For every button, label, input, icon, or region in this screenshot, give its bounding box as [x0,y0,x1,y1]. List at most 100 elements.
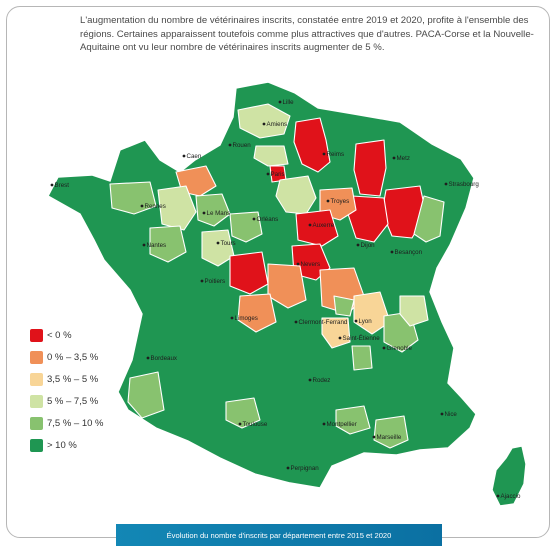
city-label: Troyes [331,198,350,205]
department-drome [351,345,373,371]
legend-item: 0 % – 3,5 % [30,348,104,366]
department-vosges [413,195,445,243]
city-marker [146,356,150,360]
city-label: Amiens [267,121,288,128]
city-label: Clermont-Ferrand [299,319,348,326]
department-aisne [293,117,331,173]
department-charente-maritime [127,371,165,419]
city-label: Besançon [395,249,423,256]
legend-item: 7,5 % – 10 % [30,414,104,432]
department-mayenne [157,185,197,231]
city-label: Le Mans [207,210,231,217]
legend-swatch [30,372,43,386]
legend-label: 5 % – 7,5 % [47,395,99,407]
department-ille-et-vilaine-south [109,181,157,215]
city-label: Orléans [257,216,279,223]
department-loire [321,317,351,349]
department-marne [353,139,387,197]
city-label: Grenoble [387,345,413,352]
city-marker [228,143,232,147]
city-label: Nice [445,411,458,418]
city-marker [238,422,242,426]
city-marker [140,204,144,208]
city-marker [252,217,256,221]
city-marker [356,243,360,247]
city-marker [308,223,312,227]
city-label: Ajaccio [501,493,522,500]
city-marker [390,250,394,254]
city-label: Auxerre [313,222,335,229]
legend-label: 7,5 % – 10 % [47,417,104,429]
city-label: Metz [397,155,410,162]
city-label: Bordeaux [151,355,178,362]
legend-item: 3,5 % – 5 % [30,370,104,388]
legend-label: > 10 % [47,439,77,451]
department-oise-region [253,145,289,167]
corsica [491,445,527,507]
city-label: Lille [283,99,295,106]
city-label: Reims [327,151,345,158]
department-indre-et-loire [201,229,235,267]
city-marker [262,122,266,126]
city-label: Saint-Étienne [343,335,381,342]
city-label: Poitiers [205,278,226,285]
intro-text: L'augmentation du nombre de vétérinaires… [80,15,534,53]
legend-swatch [30,438,43,452]
city-marker [382,346,386,350]
city-label: Marseille [377,434,402,441]
city-label: Montpellier [327,421,357,428]
department-sarthe [195,193,231,227]
city-marker [322,152,326,156]
city-marker [326,199,330,203]
legend-swatch [30,350,43,364]
city-marker [354,319,358,323]
city-marker [444,182,448,186]
city-marker [308,378,312,382]
legend-swatch [30,416,43,430]
legend-swatch [30,394,43,408]
city-marker [496,494,500,498]
city-marker [392,156,396,160]
city-marker [50,183,54,187]
city-marker [372,435,376,439]
map-caption: Évolution du nombre d'inscrits par dépar… [116,524,442,546]
city-label: Paris [271,171,285,178]
city-label: Toulouse [243,421,268,428]
department-gers [225,397,261,429]
city-marker [216,241,220,245]
legend-swatch [30,328,43,342]
legend-item: > 10 % [30,436,104,454]
city-label: Rodez [313,377,331,384]
city-label: Rouen [233,142,252,149]
city-marker [266,172,270,176]
department-yonne [295,209,339,247]
city-marker [200,279,204,283]
city-label: Rennes [145,203,166,210]
legend-label: 3,5 % – 5 % [47,373,99,385]
city-marker [294,320,298,324]
legend: < 0 % 0 % – 3,5 % 3,5 % – 5 % 5 % – 7,5 % 7,… [30,326,104,458]
department-herault [335,405,371,435]
city-label: Dijon [361,242,376,249]
city-marker [142,243,146,247]
department-vienne [229,251,269,295]
legend-item: 5 % – 7,5 % [30,392,104,410]
department-loire-atlantique [149,225,187,263]
department-savoie [399,295,429,327]
department-haute-vienne [237,293,277,333]
city-label: Nantes [147,242,167,249]
city-marker [296,262,300,266]
city-label: Caen [187,153,202,160]
city-marker [322,422,326,426]
city-marker [182,154,186,158]
department-rhone-side [333,295,355,317]
city-marker [202,211,206,215]
city-label: Nevers [301,261,321,268]
city-marker [278,100,282,104]
department-ain-lyon [353,291,391,335]
legend-label: 0 % – 3,5 % [47,351,99,363]
city-label: Perpignan [291,465,320,472]
city-label: Limoges [235,315,258,322]
legend-item: < 0 % [30,326,104,344]
